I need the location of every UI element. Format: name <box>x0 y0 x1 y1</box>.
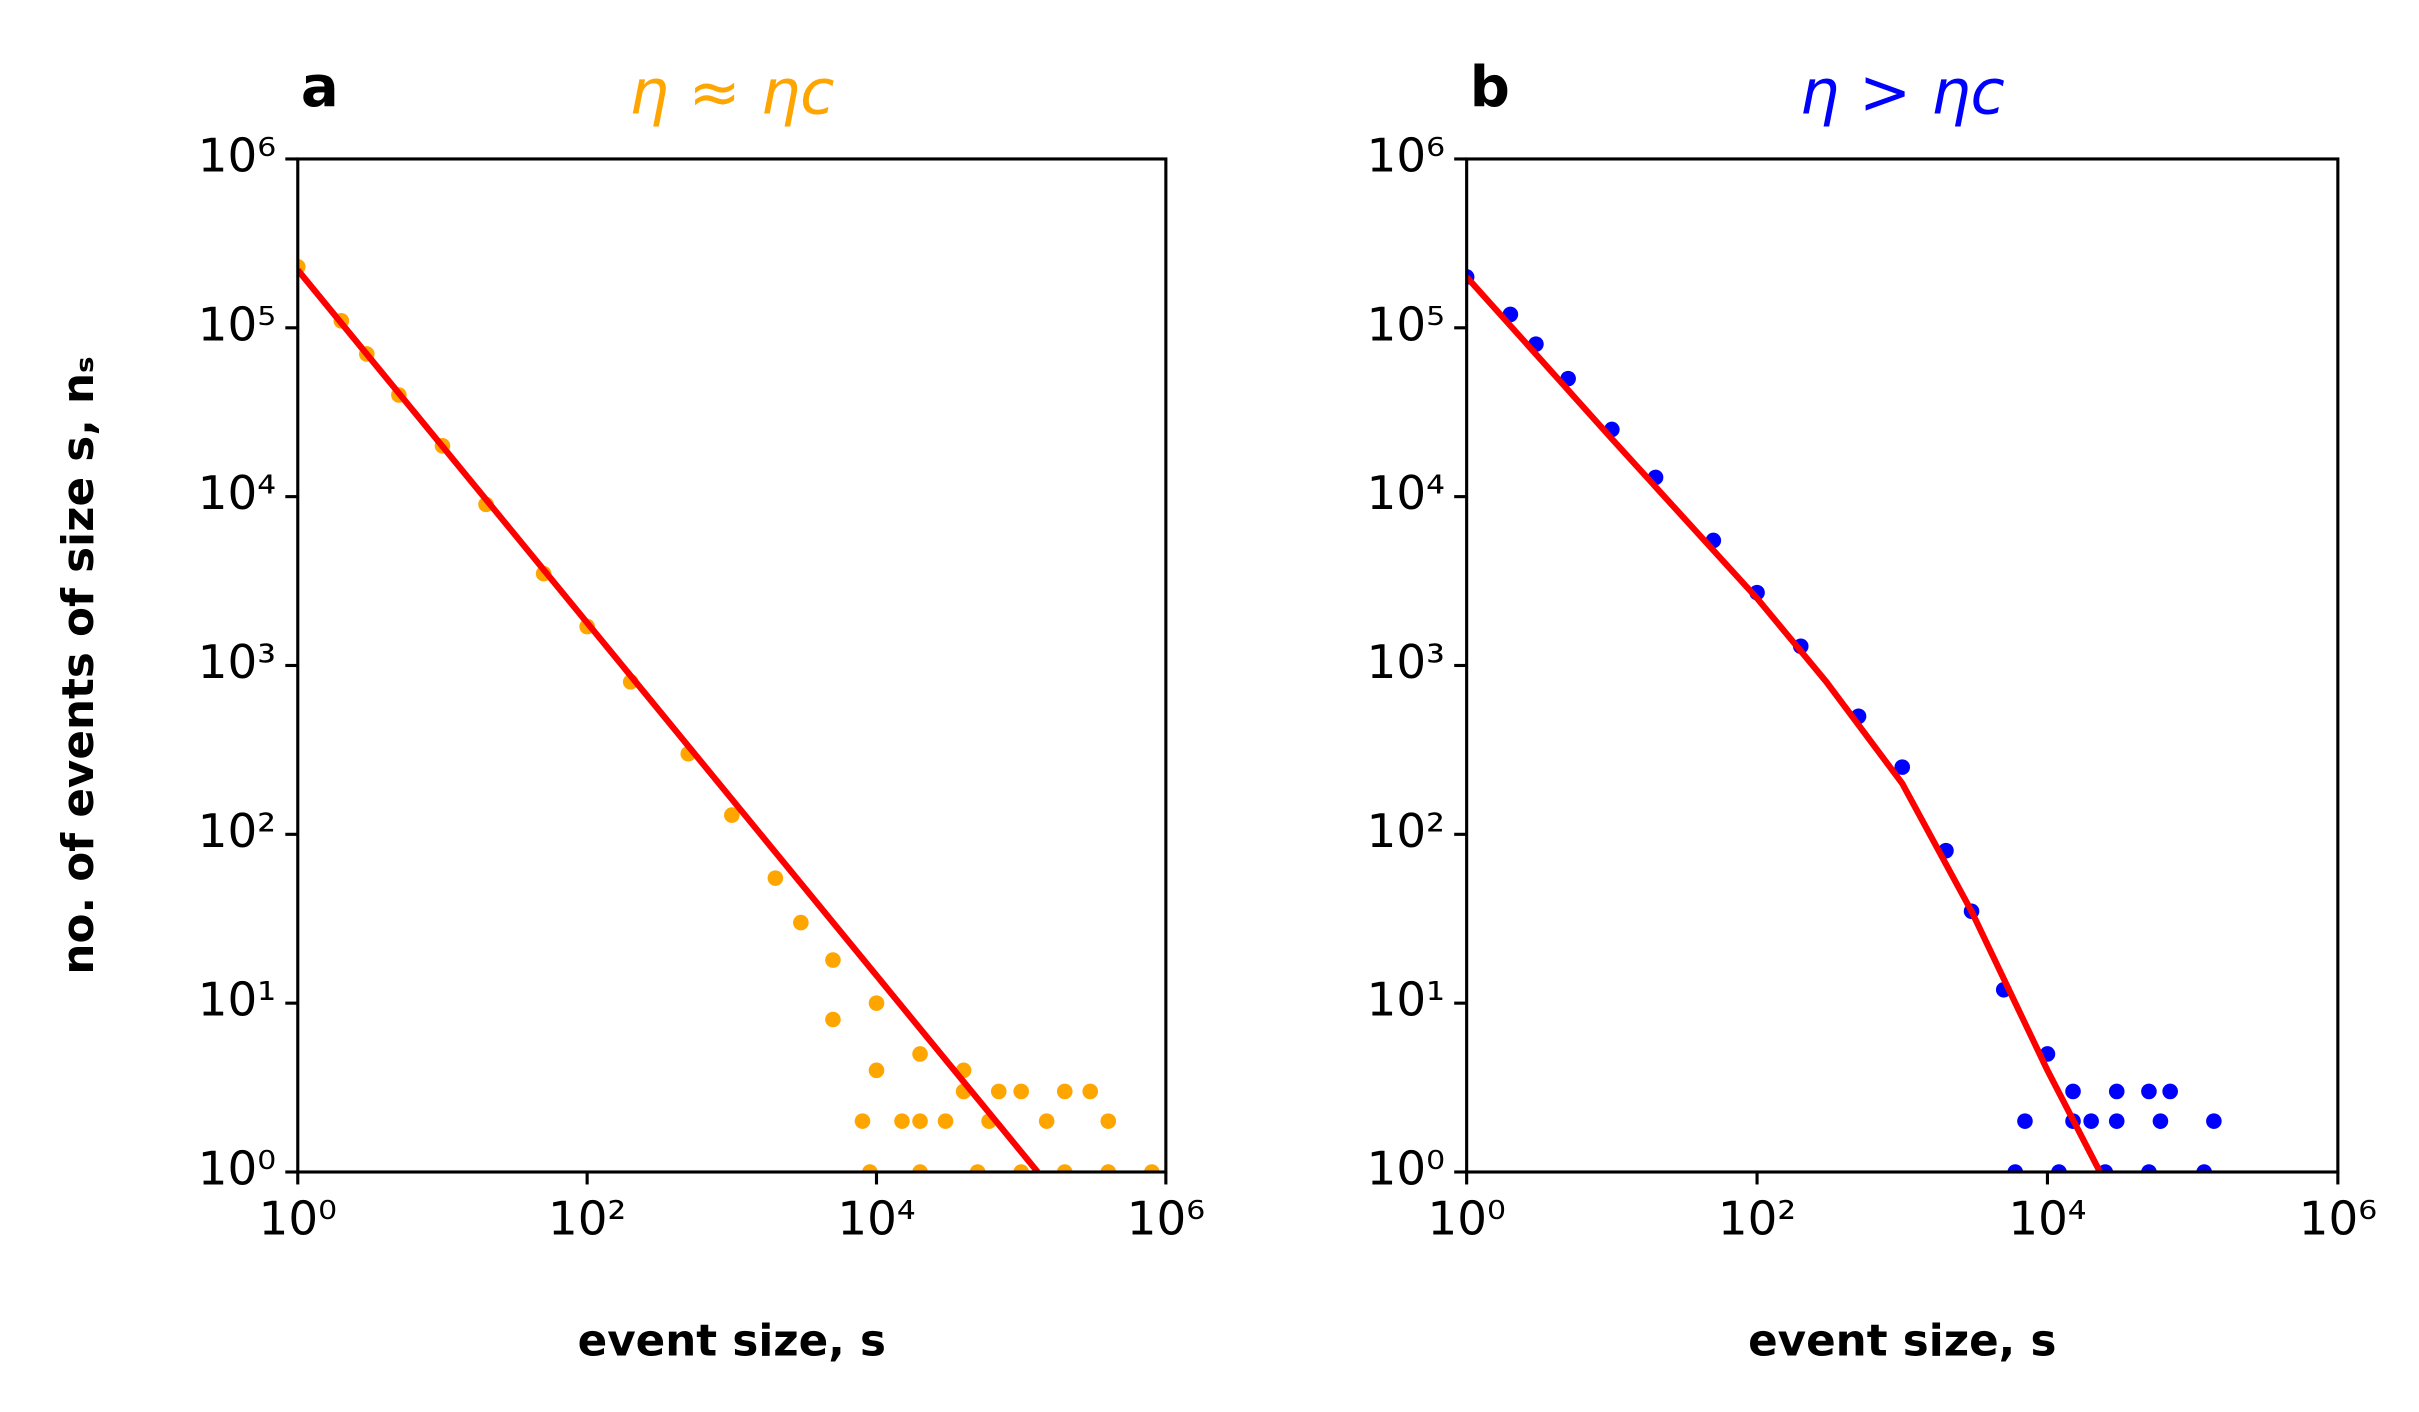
point <box>1013 1083 1029 1100</box>
point <box>1056 1164 1073 1172</box>
point <box>2065 1083 2081 1100</box>
chart-title: η ≈ ηc <box>629 56 834 129</box>
x-tick-label: 10² <box>548 1192 626 1246</box>
plot-frame <box>1465 157 2340 1174</box>
point <box>2196 1164 2212 1172</box>
point <box>825 1011 841 1028</box>
point <box>868 995 885 1011</box>
point <box>793 914 809 931</box>
plot-frame <box>296 157 1168 1174</box>
point <box>2108 1083 2125 1100</box>
point <box>1013 1164 1029 1172</box>
point <box>1894 759 1911 775</box>
y-tick-label: 10² <box>198 805 276 859</box>
y-tick-label: 10⁶ <box>1367 129 1445 183</box>
point <box>2206 1113 2222 1129</box>
point <box>912 1164 928 1172</box>
point <box>1100 1113 1117 1129</box>
point <box>1038 1113 1055 1129</box>
y-tick-label: 10² <box>1367 805 1445 859</box>
y-tick-label: 10⁰ <box>198 1142 276 1196</box>
point <box>894 1113 910 1129</box>
y-tick-label: 10⁵ <box>1367 298 1445 352</box>
y-tick-label: 10⁵ <box>198 298 276 352</box>
panel-label: b <box>1470 55 1510 120</box>
point <box>862 1164 878 1172</box>
point <box>2108 1113 2125 1129</box>
x-tick-label: 10⁶ <box>1127 1192 1205 1246</box>
y-tick-label: 10⁴ <box>1367 467 1445 521</box>
point <box>825 952 841 968</box>
point <box>854 1113 871 1129</box>
point <box>1100 1164 1117 1172</box>
point <box>912 1113 928 1129</box>
x-axis-label: event size, s <box>1748 1316 2056 1366</box>
point <box>2162 1083 2178 1100</box>
y-tick-label: 10⁰ <box>1367 1142 1445 1196</box>
chart-title: η > ηc <box>1800 56 2005 129</box>
x-tick-label: 10² <box>1718 1192 1796 1246</box>
point <box>2017 1113 2033 1129</box>
point <box>912 1046 928 1062</box>
point <box>1082 1083 1099 1100</box>
x-tick-label: 10⁰ <box>259 1192 337 1246</box>
fit-line <box>297 268 1041 1172</box>
y-tick-label: 10⁴ <box>198 467 276 521</box>
y-tick-label: 10¹ <box>198 974 276 1028</box>
point <box>868 1062 885 1079</box>
point <box>2051 1164 2067 1172</box>
panel-label: a <box>301 55 339 120</box>
point <box>2007 1164 2024 1172</box>
fit-line <box>1466 274 2103 1172</box>
point <box>969 1164 986 1172</box>
point <box>724 807 740 823</box>
x-tick-label: 10⁴ <box>837 1192 915 1246</box>
point <box>2152 1113 2169 1129</box>
x-axis-label: event size, s <box>578 1316 886 1366</box>
point <box>990 1083 1007 1100</box>
point <box>2083 1113 2099 1129</box>
y-tick-label: 10⁶ <box>198 129 276 183</box>
y-tick-label: 10³ <box>1367 636 1445 690</box>
x-tick-label: 10⁰ <box>1428 1192 1506 1246</box>
x-tick-label: 10⁶ <box>2299 1192 2377 1246</box>
point <box>937 1113 954 1129</box>
point <box>767 870 784 886</box>
point <box>2141 1164 2157 1172</box>
point <box>1144 1164 1160 1172</box>
point <box>1056 1083 1073 1100</box>
y-tick-label: 10¹ <box>1367 974 1445 1028</box>
point <box>2141 1083 2157 1100</box>
y-axis-label: no. of events of size s, nₛ <box>54 356 104 974</box>
y-tick-label: 10³ <box>198 636 276 690</box>
x-tick-label: 10⁴ <box>2008 1192 2086 1246</box>
